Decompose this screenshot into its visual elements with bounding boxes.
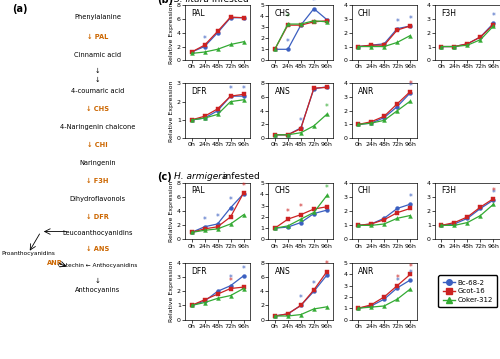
Text: ↓ ANS: ↓ ANS: [86, 246, 110, 252]
Y-axis label: Relative Expression: Relative Expression: [169, 261, 174, 322]
Text: 4-Naringenin chalcone: 4-Naringenin chalcone: [60, 124, 136, 130]
Text: ↓ F3H: ↓ F3H: [86, 178, 109, 184]
Text: DFR: DFR: [192, 87, 207, 95]
Text: ↓ CHS: ↓ CHS: [86, 106, 109, 112]
Text: ↓ PAL: ↓ PAL: [87, 34, 108, 40]
Text: (a): (a): [12, 4, 28, 14]
Text: *: *: [325, 260, 329, 269]
Text: ANR: ANR: [47, 260, 63, 266]
Text: *: *: [216, 213, 220, 222]
Text: *: *: [242, 265, 246, 274]
Text: *: *: [492, 189, 496, 198]
Text: ↓: ↓: [95, 68, 100, 74]
Y-axis label: Relative Expression: Relative Expression: [169, 181, 174, 242]
Text: CHS: CHS: [275, 186, 290, 195]
Text: *: *: [299, 117, 303, 126]
Text: Proanthocyanidins: Proanthocyanidins: [2, 251, 56, 256]
Text: *: *: [395, 274, 399, 284]
Text: CHI: CHI: [358, 9, 372, 18]
Text: Anthocyanins: Anthocyanins: [75, 287, 120, 293]
Text: DFR: DFR: [192, 266, 207, 275]
Text: *: *: [408, 15, 412, 24]
Text: *: *: [299, 204, 303, 213]
Text: *: *: [228, 196, 232, 205]
Text: *: *: [202, 35, 206, 45]
Text: *: *: [242, 85, 246, 94]
Text: *: *: [312, 0, 316, 6]
Text: Leucoanthocyanidins: Leucoanthocyanidins: [62, 230, 133, 236]
Text: (c): (c): [158, 172, 172, 182]
Text: *: *: [325, 103, 329, 112]
Text: PAL: PAL: [192, 186, 205, 195]
Text: ↓ CHI: ↓ CHI: [88, 142, 108, 148]
Text: *: *: [286, 13, 290, 22]
Text: CHS: CHS: [275, 9, 290, 18]
Text: *: *: [286, 208, 290, 217]
Text: ANR: ANR: [358, 266, 374, 275]
Legend: Bc-68-2, Gcot-16, Coker-312: Bc-68-2, Gcot-16, Coker-312: [438, 275, 498, 307]
Text: H. armigera: H. armigera: [174, 172, 228, 181]
Text: *: *: [228, 277, 232, 286]
Text: *: *: [408, 82, 412, 91]
Text: Catechin ← Anthocyanidins: Catechin ← Anthocyanidins: [58, 263, 138, 268]
Text: ANS: ANS: [275, 266, 290, 275]
Y-axis label: Relative Expression: Relative Expression: [169, 80, 174, 141]
Text: ↓: ↓: [95, 77, 100, 83]
Text: *: *: [228, 85, 232, 94]
Text: Naringenin: Naringenin: [80, 160, 116, 166]
Text: *: *: [228, 274, 232, 284]
Text: S. litura: S. litura: [174, 0, 209, 4]
Text: *: *: [408, 269, 412, 278]
Text: ANR: ANR: [358, 87, 374, 95]
Text: *: *: [408, 263, 412, 272]
Text: *: *: [299, 294, 303, 303]
Text: Cinnamic acid: Cinnamic acid: [74, 52, 121, 58]
Text: *: *: [492, 12, 496, 21]
Text: *: *: [492, 187, 496, 196]
Text: *: *: [286, 38, 290, 47]
Text: *: *: [312, 280, 316, 289]
Text: ↓: ↓: [94, 278, 100, 284]
Text: (b): (b): [158, 0, 174, 5]
Text: infested: infested: [220, 172, 260, 181]
Text: F3H: F3H: [442, 186, 456, 195]
Text: Dihydroflavonols: Dihydroflavonols: [70, 196, 126, 202]
Text: F3H: F3H: [442, 9, 456, 18]
Text: *: *: [408, 80, 412, 89]
Text: *: *: [242, 182, 246, 191]
Text: infested: infested: [209, 0, 249, 4]
Text: *: *: [202, 215, 206, 224]
Text: *: *: [408, 193, 412, 202]
Text: PAL: PAL: [192, 9, 205, 18]
Y-axis label: Relative Expression: Relative Expression: [169, 2, 174, 64]
Text: *: *: [395, 18, 399, 27]
Text: ANS: ANS: [275, 87, 290, 95]
Text: CHI: CHI: [358, 186, 372, 195]
Text: Phenylalanine: Phenylalanine: [74, 14, 121, 20]
Text: ↓ DFR: ↓ DFR: [86, 214, 109, 220]
Text: 4-coumaric acid: 4-coumaric acid: [71, 88, 124, 94]
Text: *: *: [325, 184, 329, 193]
Text: *: *: [395, 277, 399, 286]
